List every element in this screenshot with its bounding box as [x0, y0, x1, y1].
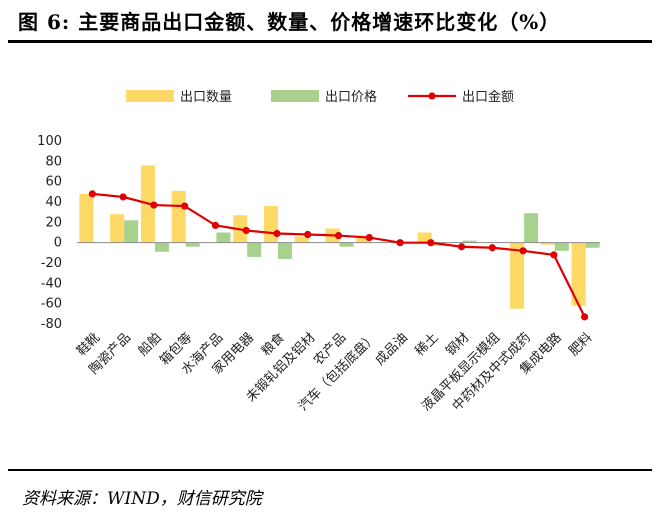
y-tick-label: -80	[41, 317, 62, 332]
x-category-label: 肥料	[566, 330, 595, 359]
amount-point	[365, 233, 373, 242]
quantity-bar	[356, 235, 371, 243]
quantity-bar	[263, 206, 278, 243]
price-bar	[185, 242, 200, 247]
amount-point	[550, 251, 558, 259]
y-tick-label: 80	[45, 154, 62, 169]
price-bar	[154, 242, 169, 252]
source-rule	[8, 469, 652, 471]
legend-marker	[428, 92, 436, 100]
quantity-bar	[294, 236, 309, 243]
y-tick-label: -60	[41, 297, 62, 312]
legend-label: 出口价格	[325, 89, 377, 105]
y-tick-label: -40	[41, 276, 62, 291]
amount-point	[396, 239, 404, 247]
price-bar	[277, 242, 292, 259]
quantity-bar	[110, 214, 125, 243]
amount-point	[88, 190, 96, 198]
amount-point	[119, 193, 127, 201]
y-axis: 100 80 60 40 20 0 -20 -40 -60 -80	[37, 134, 62, 332]
legend-label: 出口数量	[180, 90, 232, 105]
price-bar	[216, 232, 231, 243]
quantity-bar	[171, 190, 186, 243]
price-bar	[524, 213, 539, 243]
amount-point	[427, 239, 435, 247]
amount-line	[88, 190, 589, 321]
x-category-label: 稀土	[413, 330, 442, 359]
quantity-bar	[571, 242, 586, 306]
legend-label: 出口金额	[462, 89, 514, 105]
y-tick-label: 20	[45, 215, 62, 230]
price-bar	[339, 242, 354, 247]
amount-point	[181, 202, 189, 210]
price-bar	[247, 242, 262, 257]
quantity-bar	[510, 242, 525, 309]
amount-point	[211, 221, 220, 229]
y-tick-label: 40	[45, 195, 62, 210]
title-rule	[8, 40, 652, 43]
chart: 出口数量 出口价格 出口金额 100 80 60 40 20 0 -20 -40 -60 -80 鞋靴…	[37, 89, 600, 415]
figure-title: 图 6: 主要商品出口金额、数量、价格增速环比变化（%）	[18, 10, 561, 34]
amount-point	[519, 247, 527, 255]
amount-point	[273, 229, 281, 238]
legend-swatch	[271, 90, 319, 102]
price-bar	[554, 242, 569, 251]
price-bar	[462, 240, 477, 243]
source-note: 资料来源：WIND，财信研究院	[22, 489, 262, 509]
amount-point	[150, 201, 158, 209]
y-tick-label: 0	[54, 236, 62, 251]
quantity-bar	[79, 193, 94, 243]
x-category-label: 成品油	[373, 330, 411, 368]
amount-point	[581, 313, 589, 321]
quantity-bar	[417, 232, 432, 243]
y-tick-label: 100	[37, 134, 62, 149]
amount-point	[488, 244, 496, 252]
y-tick-label: -20	[41, 256, 62, 271]
quantity-bar	[540, 242, 555, 245]
amount-point	[242, 226, 250, 235]
price-bar	[124, 220, 139, 243]
legend: 出口数量 出口价格 出口金额	[126, 89, 514, 105]
price-bar	[585, 242, 600, 248]
amount-point	[334, 231, 343, 240]
amount-point	[304, 230, 312, 239]
y-tick-label: 60	[45, 175, 62, 190]
amount-point	[457, 243, 466, 251]
legend-swatch	[126, 90, 174, 102]
